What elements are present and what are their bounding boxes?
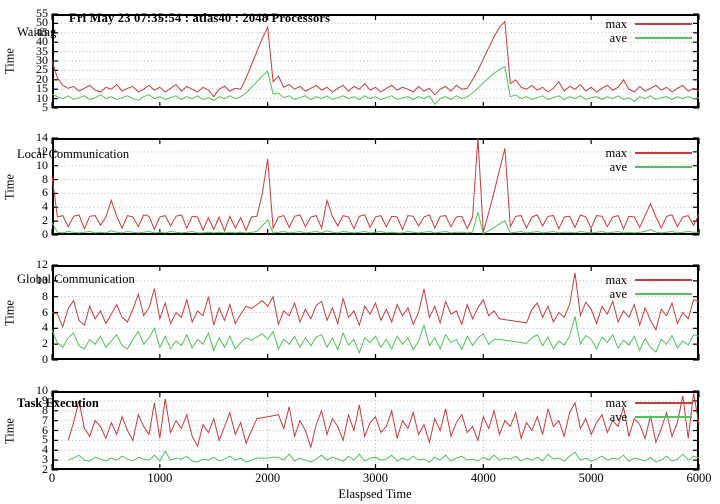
legend-entry-ave: ave <box>605 410 692 424</box>
legend-ave-line-sample <box>635 293 692 295</box>
legend-ave-label: ave <box>609 287 627 301</box>
y-axis-title: Time <box>2 299 17 326</box>
x-tick-label: 1000 <box>147 471 173 485</box>
y-tick-label: 35 <box>36 43 48 58</box>
legend-ave-line-sample <box>635 37 692 39</box>
x-axis-ticks: 0 1000 2000 3000 4000 5000 6000 <box>0 471 720 486</box>
y-tick-label: 14 <box>36 129 48 144</box>
y-tick-label: 40 <box>36 33 48 48</box>
x-tick-label: 5000 <box>578 471 604 485</box>
legend-ave-line-sample <box>635 416 692 418</box>
y-tick-label: 10 <box>36 382 48 397</box>
x-axis-title: Elaspsed Time <box>338 487 412 501</box>
series-line-ave <box>51 211 699 235</box>
plot-area-local-communication <box>51 137 700 236</box>
legend-ave-label: ave <box>609 31 627 45</box>
series-line-ave <box>68 450 700 463</box>
y-tick-label: 0 <box>42 351 48 366</box>
legend-entry-max: max <box>605 273 692 287</box>
panel-waiting: Time Waiting 5 10 15 20 25 30 35 40 45 50 55 max a… <box>0 6 720 114</box>
legend-max-line-sample <box>635 152 692 154</box>
legend-entry-ave: ave <box>605 31 692 45</box>
y-tick-label: 10 <box>36 272 48 287</box>
legend-entry-ave: ave <box>605 287 692 301</box>
y-tick-label: 4 <box>42 199 48 214</box>
y-tick-label: 10 <box>36 157 48 172</box>
y-tick-label: 5 <box>42 432 48 447</box>
panel-local-communication: Time Local Communication 0 2 4 6 8 10 12 14 max… <box>0 130 720 241</box>
series-line-max <box>51 20 700 98</box>
y-tick-label: 4 <box>42 320 48 335</box>
y-tick-label: 8 <box>42 171 48 186</box>
plot-area-waiting <box>51 13 700 109</box>
y-tick-label: 3 <box>42 451 48 466</box>
y-tick-label: 10 <box>36 90 48 105</box>
legend: max ave <box>605 396 692 424</box>
y-tick-label: 8 <box>42 288 48 303</box>
y-tick-label: 6 <box>42 422 48 437</box>
y-tick-label: 15 <box>36 80 48 95</box>
x-tick-label: 3000 <box>363 471 388 485</box>
y-axis-title: Time <box>2 417 17 444</box>
y-tick-label: 50 <box>36 15 48 30</box>
y-tick-label: 6 <box>42 185 48 200</box>
legend-max-label: max <box>605 17 627 31</box>
x-tick-label: 0 <box>48 471 56 485</box>
legend-entry-max: max <box>605 17 692 31</box>
series-line-max <box>51 137 700 233</box>
chart-title: Fri May 23 07:35:54 : atlas40 : 2048 Pro… <box>69 11 331 25</box>
y-axis-title: Time <box>2 48 17 74</box>
y-tick-label: 5 <box>42 99 48 114</box>
x-tick-label: 2000 <box>255 471 281 485</box>
y-tick-label: 45 <box>36 24 48 39</box>
panel-title-waiting: Waiting <box>17 25 57 39</box>
y-tick-label: 55 <box>36 5 48 20</box>
y-tick-label: 7 <box>42 412 48 427</box>
panel-title-local-communication: Local Communication <box>17 147 130 161</box>
x-tick-label: 6000 <box>686 471 712 485</box>
y-tick-label: 2 <box>42 212 48 227</box>
y-tick-label: 2 <box>42 335 48 350</box>
y-tick-label: 6 <box>42 304 48 319</box>
x-tick-label: 4000 <box>470 471 496 485</box>
y-tick-label: 2 <box>42 461 48 476</box>
plot-area-global-communication <box>51 264 700 361</box>
series-line-ave <box>51 316 700 355</box>
y-axis-title: Time <box>2 173 17 200</box>
panel-title-task-execution: Task Execution <box>17 396 99 410</box>
y-tick-label: 20 <box>36 71 48 86</box>
legend-max-line-sample <box>635 23 692 25</box>
series-line-max <box>67 392 700 450</box>
legend-max-label: max <box>605 396 627 410</box>
legend: max ave <box>605 146 692 174</box>
legend-max-line-sample <box>635 402 692 404</box>
y-tick-label: 30 <box>36 52 48 67</box>
series-line-max <box>51 272 700 332</box>
panel-title-global-communication: Global Communication <box>17 272 135 286</box>
legend-entry-max: max <box>605 146 692 160</box>
legend-max-label: max <box>605 146 627 160</box>
y-tick-label: 12 <box>36 256 48 271</box>
y-tick-label: 8 <box>42 402 48 417</box>
y-tick-label: 12 <box>36 143 48 158</box>
panel-global-communication: Time Global Communication 0 2 4 6 8 10 12 max … <box>0 257 720 366</box>
legend-ave-line-sample <box>635 166 692 168</box>
legend-max-label: max <box>605 273 627 287</box>
legend-entry-ave: ave <box>605 160 692 174</box>
plot-area-task-execution <box>51 390 700 471</box>
legend-entry-max: max <box>605 396 692 410</box>
legend: max ave <box>605 273 692 301</box>
legend-ave-label: ave <box>609 160 627 174</box>
y-tick-label: 9 <box>42 392 48 407</box>
legend-max-line-sample <box>635 279 692 281</box>
y-tick-label: 0 <box>42 226 48 241</box>
y-tick-label: 4 <box>42 442 48 456</box>
legend-ave-label: ave <box>609 410 627 424</box>
series-line-ave <box>51 65 700 106</box>
legend: max ave <box>605 17 692 45</box>
y-tick-label: 25 <box>36 62 48 77</box>
panel-task-execution: Time Task Execution 2 3 4 5 6 7 8 9 10 max ave <box>0 383 720 476</box>
